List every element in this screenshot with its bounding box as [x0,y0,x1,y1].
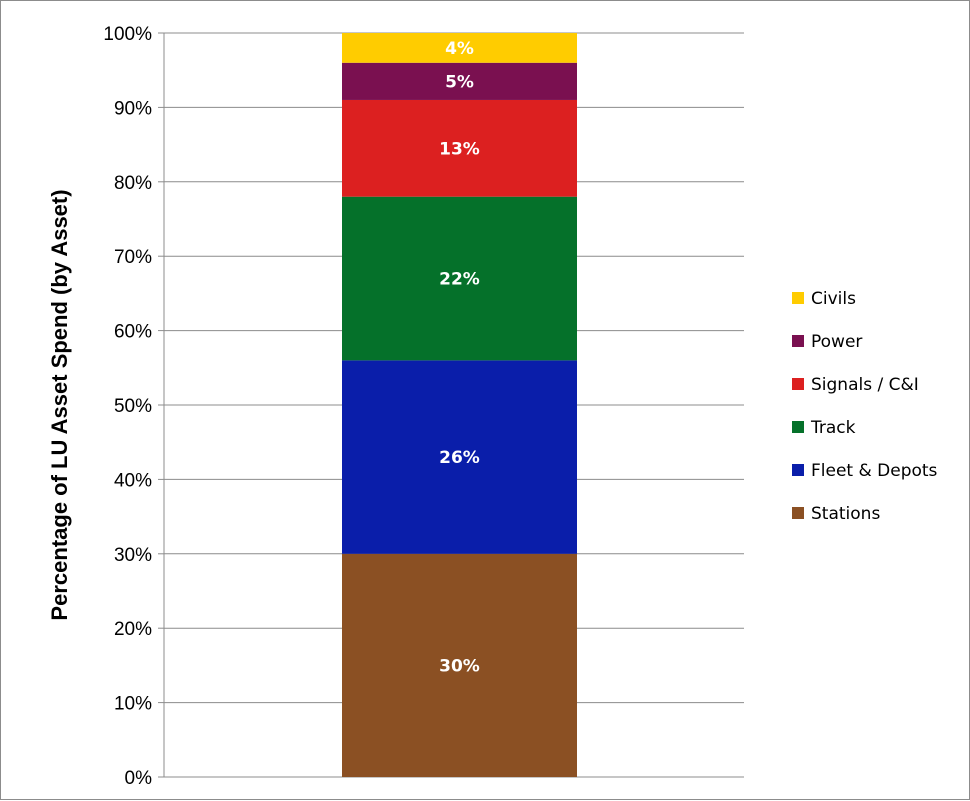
legend-swatch-civils [792,292,804,304]
bar-segment-stations [342,553,577,777]
legend-swatch-stations [792,507,804,519]
y-tick-label: 0% [125,768,153,789]
data-label-civils: 4% [445,39,474,59]
legend-swatch-signals-c-i [792,378,804,390]
legend-swatch-fleet-depots [792,464,804,476]
y-tick-label: 30% [114,545,152,566]
bar-segment-power [342,62,577,100]
data-label-stations: 30% [439,656,480,676]
y-tick-label: 60% [114,322,152,343]
data-label-track: 22% [439,270,480,290]
legend-label-power: Power [811,332,862,352]
y-tick-label: 100% [103,24,152,45]
y-tick-label: 10% [114,694,152,715]
legend-label-fleet-depots: Fleet & Depots [811,461,938,481]
legend-swatch-power [792,335,804,347]
bar-segment-civils [342,33,577,63]
bar-segment-track [342,196,577,361]
data-label-power: 5% [445,72,474,92]
bar-segment-signals-c-i [342,99,577,197]
y-axis-tick-labels: 0% 10% 20% 30% 40% 50% 60% 70% 80% 90% 100% [103,24,152,789]
legend-label-stations: Stations [811,504,880,524]
segment-data-labels: 30% 26% 22% 13% 5% 4% [439,39,480,677]
data-label-fleet-depots: 26% [439,448,480,468]
legend-label-track: Track [810,418,856,438]
data-label-signals-c-i: 13% [439,139,480,159]
legend: Civils Power Signals / C&I Track Fleet & Dep… [792,289,938,524]
bar-segment-fleet-depots [342,360,577,554]
y-tick-label: 20% [114,619,152,640]
y-tick-label: 70% [114,247,152,268]
y-axis-label: Percentage of LU Asset Spend (by Asset) [47,189,72,620]
legend-label-civils: Civils [811,289,856,309]
legend-swatch-track [792,421,804,433]
y-tick-label: 50% [114,396,152,417]
legend-label-signals-c-i: Signals / C&I [811,375,919,395]
y-tick-label: 40% [114,470,152,491]
y-tick-label: 80% [114,173,152,194]
bar-segments [342,33,577,777]
y-tick-label: 90% [114,98,152,119]
